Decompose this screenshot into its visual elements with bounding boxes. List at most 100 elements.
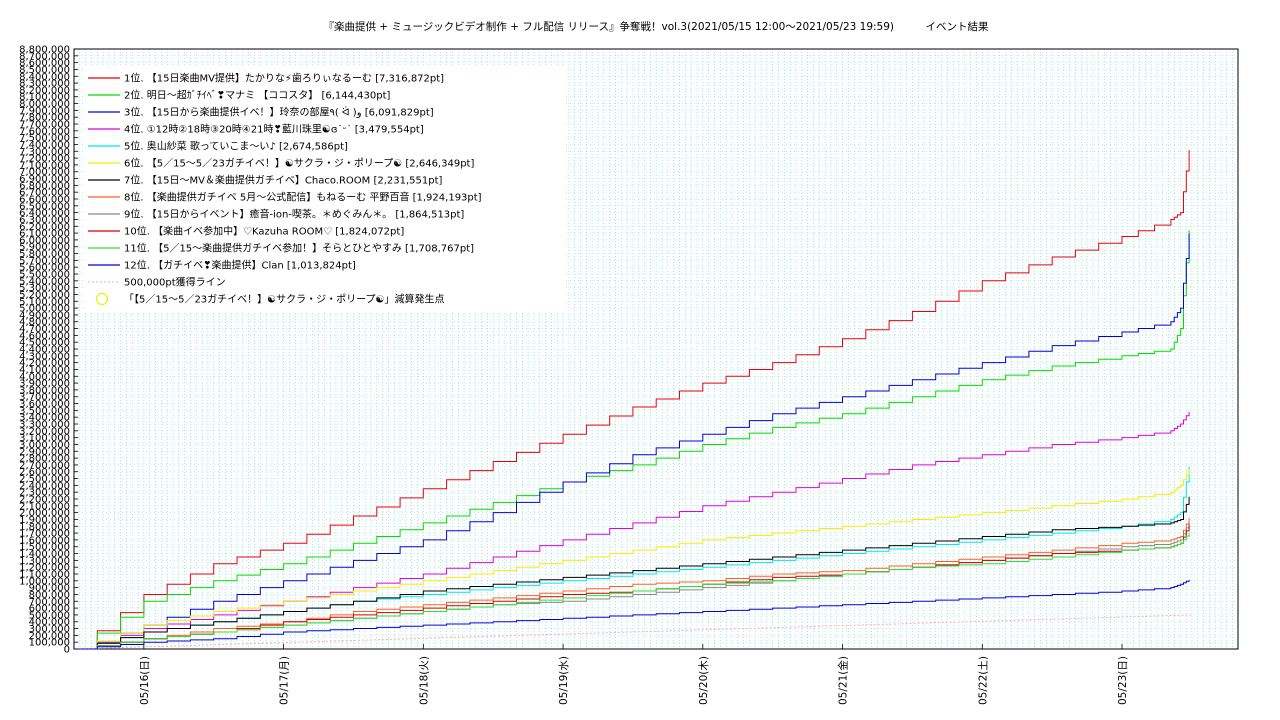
y-tick-label: 700,000 bbox=[29, 597, 70, 608]
y-tick-label: 300,000 bbox=[29, 624, 70, 635]
y-tick-label: 5,800,000 bbox=[19, 249, 70, 260]
y-tick-label: 6,000,000 bbox=[19, 235, 70, 246]
legend-label: 8位. 【楽曲提供ガチイベ 5月〜公式配信】もねるーむ 平野百音 [1,924,… bbox=[124, 191, 482, 204]
y-tick-label: 1,700,000 bbox=[19, 529, 70, 540]
y-tick-label: 3,600,000 bbox=[19, 399, 70, 410]
y-tick-label: 800,000 bbox=[29, 590, 70, 601]
x-tick-label: 05/17(月) bbox=[279, 656, 291, 705]
y-tick-label: 2,600,000 bbox=[19, 467, 70, 478]
y-tick-label: 4,500,000 bbox=[19, 338, 70, 349]
x-tick-label: 05/23(日) bbox=[1117, 656, 1129, 705]
y-tick-label: 4,300,000 bbox=[19, 351, 70, 362]
y-tick-label: 5,700,000 bbox=[19, 256, 70, 267]
y-tick-label: 6,100,000 bbox=[19, 229, 70, 240]
legend-label: 3位. 【15日から楽曲提供イベ！】玲奈の部屋٩( ᐛ )و [6,091,82… bbox=[124, 106, 434, 119]
legend-marker-icon bbox=[95, 292, 109, 306]
legend-label: 12位. 【ガチイベ❣楽曲提供】Clan [1,013,824pt] bbox=[124, 259, 356, 272]
y-tick-label: 1,900,000 bbox=[19, 515, 70, 526]
y-tick-label: 8,600,000 bbox=[19, 58, 70, 69]
y-tick-label: 4,800,000 bbox=[19, 317, 70, 328]
y-tick-label: 4,100,000 bbox=[19, 365, 70, 376]
y-tick-label: 1,800,000 bbox=[19, 522, 70, 533]
y-tick-label: 3,900,000 bbox=[19, 379, 70, 390]
y-tick-label: 8,800,000 bbox=[19, 45, 70, 56]
y-tick-label: 5,300,000 bbox=[19, 283, 70, 294]
legend-label-reference: 500,000pt獲得ライン bbox=[124, 276, 226, 289]
y-tick-label: 5,900,000 bbox=[19, 242, 70, 253]
y-tick-label: 2,000,000 bbox=[19, 508, 70, 519]
y-tick-label: 6,200,000 bbox=[19, 222, 70, 233]
series-line-1 bbox=[74, 150, 1190, 650]
y-tick-label: 4,400,000 bbox=[19, 345, 70, 356]
series-line-12 bbox=[74, 579, 1190, 650]
legend-label: 10位. 【楽曲イベ参加中】♡Kazuha ROOM♡ [1,824,072pt… bbox=[124, 225, 404, 238]
y-tick-label: 400,000 bbox=[29, 617, 70, 628]
y-tick-label: 3,400,000 bbox=[19, 413, 70, 424]
y-tick-label: 1,300,000 bbox=[19, 556, 70, 567]
y-tick-label: 7,300,000 bbox=[19, 147, 70, 158]
y-tick-label: 2,700,000 bbox=[19, 460, 70, 471]
x-tick-label: 05/19(水) bbox=[558, 656, 570, 705]
y-tick-label: 4,000,000 bbox=[19, 372, 70, 383]
x-axis-ticks: 05/16(日) 05/17(月) 05/18(火) 05/19(水) 05/20(木)… bbox=[139, 644, 1129, 705]
y-tick-label: 7,800,000 bbox=[19, 113, 70, 124]
series-line-6 bbox=[74, 468, 1190, 650]
legend-label: 7位. 【15日〜MV＆楽曲提供ガチイベ】Chaco.ROOM [2,231,5… bbox=[124, 174, 443, 187]
y-tick-label: 500,000 bbox=[29, 610, 70, 621]
y-tick-label: 5,100,000 bbox=[19, 297, 70, 308]
y-tick-label: 6,700,000 bbox=[19, 188, 70, 199]
series-layer bbox=[74, 150, 1190, 650]
x-tick-label: 05/21(金) bbox=[837, 656, 850, 705]
y-tick-label: 1,000,000 bbox=[19, 576, 70, 587]
series-line-2 bbox=[74, 230, 1190, 650]
legend-label: 1位. 【15日楽曲MV提供】たかりな⚡歯ろりぃなるーむ [7,316,872p… bbox=[124, 72, 444, 85]
y-tick-label: 200,000 bbox=[29, 631, 70, 642]
y-tick-label: 6,600,000 bbox=[19, 195, 70, 206]
y-tick-label: 6,500,000 bbox=[19, 201, 70, 212]
y-tick-label: 4,200,000 bbox=[19, 358, 70, 369]
y-tick-label: 7,400,000 bbox=[19, 140, 70, 151]
y-tick-label: 3,200,000 bbox=[19, 426, 70, 437]
y-tick-label: 3,500,000 bbox=[19, 406, 70, 417]
y-tick-label: 8,300,000 bbox=[19, 79, 70, 90]
y-tick-label: 2,500,000 bbox=[19, 474, 70, 485]
y-tick-label: 900,000 bbox=[29, 583, 70, 594]
y-tick-label: 7,900,000 bbox=[19, 106, 70, 117]
series-line-3 bbox=[74, 233, 1190, 650]
y-tick-label: 6,400,000 bbox=[19, 208, 70, 219]
legend-label: 2位. 明日〜超ｶﾞﾁｲﾍﾞ❣マナミ 【ココスタ】 [6,144,430pt] bbox=[124, 89, 391, 102]
y-tick-label: 4,900,000 bbox=[19, 310, 70, 321]
y-tick-label: 7,200,000 bbox=[19, 154, 70, 165]
y-tick-label: 4,700,000 bbox=[19, 324, 70, 335]
y-tick-label: 2,900,000 bbox=[19, 447, 70, 458]
legend-box bbox=[84, 66, 564, 312]
y-tick-label: 3,000,000 bbox=[19, 440, 70, 451]
y-tick-label: 7,600,000 bbox=[19, 126, 70, 137]
y-tick-label: 8,100,000 bbox=[19, 92, 70, 103]
y-tick-label: 8,700,000 bbox=[19, 51, 70, 62]
y-tick-label: 1,400,000 bbox=[19, 549, 70, 560]
series-line-7 bbox=[74, 496, 1190, 650]
y-axis-ticks: 0100,000200,000300,000400,000500,000600,… bbox=[19, 45, 78, 656]
y-tick-label: 600,000 bbox=[29, 604, 70, 615]
series-line-4 bbox=[74, 411, 1190, 650]
y-tick-label: 5,600,000 bbox=[19, 263, 70, 274]
legend-label: 4位. ①12時②18時③20時④21時❣藍川珠里☯ɞ˙ᵕ˙ [3,479,55… bbox=[124, 123, 424, 136]
chart-title: 『楽曲提供 + ミュージックビデオ制作 + フル配信 リリース』争奪戦！vol.… bbox=[323, 20, 989, 33]
y-tick-label: 2,800,000 bbox=[19, 454, 70, 465]
y-tick-label: 2,300,000 bbox=[19, 488, 70, 499]
y-tick-label: 2,400,000 bbox=[19, 481, 70, 492]
y-tick-label: 100,000 bbox=[29, 638, 70, 649]
y-tick-label: 0 bbox=[64, 645, 70, 656]
y-tick-label: 1,600,000 bbox=[19, 535, 70, 546]
y-tick-label: 3,800,000 bbox=[19, 385, 70, 396]
y-tick-label: 1,200,000 bbox=[19, 563, 70, 574]
y-tick-label: 7,500,000 bbox=[19, 133, 70, 144]
y-tick-label: 7,000,000 bbox=[19, 167, 70, 178]
reference-line bbox=[73, 614, 1192, 650]
y-tick-label: 1,100,000 bbox=[19, 570, 70, 581]
y-tick-label: 1,500,000 bbox=[19, 542, 70, 553]
y-tick-label: 5,500,000 bbox=[19, 270, 70, 281]
y-tick-label: 5,000,000 bbox=[19, 304, 70, 315]
